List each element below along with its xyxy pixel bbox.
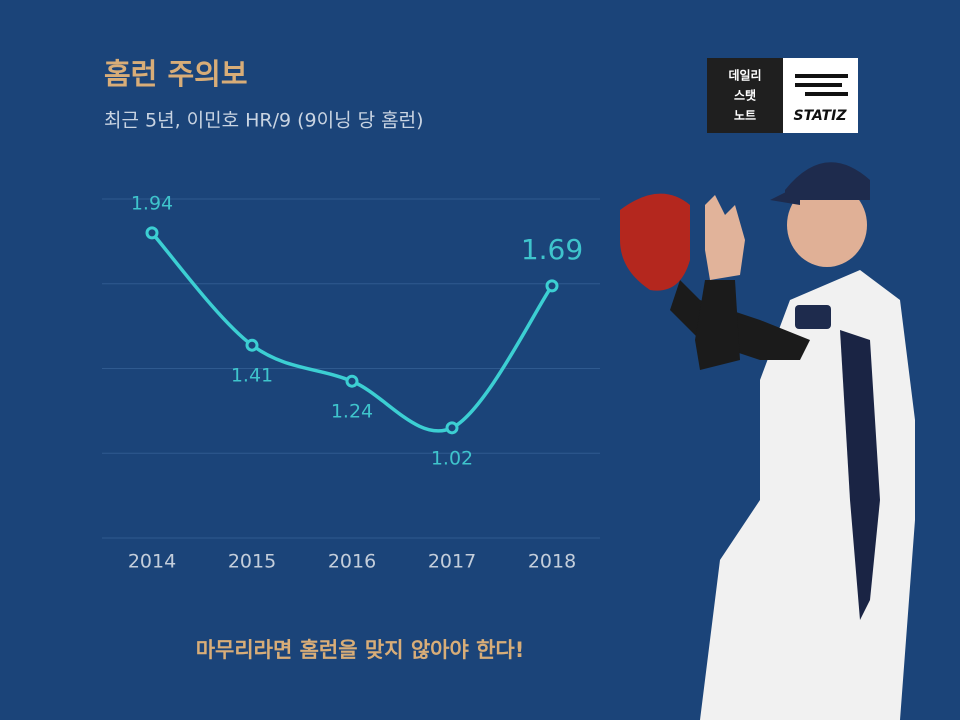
chart-subtitle: 최근 5년, 이민호 HR/9 (9이닝 당 홈런) bbox=[104, 110, 424, 132]
logo-brand: STATIZ bbox=[794, 108, 848, 124]
footnote: 마무리라면 홈런을 맞지 않아야 한다! bbox=[196, 638, 525, 662]
point bbox=[545, 279, 559, 293]
logo-text: 스탯 bbox=[734, 88, 756, 103]
chart-title: 홈런 주의보 bbox=[104, 57, 248, 91]
x-tick-label: 2016 bbox=[328, 551, 376, 573]
point bbox=[245, 338, 259, 352]
x-tick-label: 2015 bbox=[228, 551, 276, 573]
logo: 데일리 스탯 노트 STATIZ bbox=[707, 58, 858, 133]
x-tick-label: 2014 bbox=[128, 551, 176, 573]
point bbox=[445, 421, 459, 435]
value-label: 1.24 bbox=[331, 401, 373, 423]
point bbox=[345, 374, 359, 388]
x-tick-label: 2018 bbox=[528, 551, 576, 573]
logo-stripes bbox=[795, 74, 848, 96]
player-illustration bbox=[620, 162, 915, 720]
x-tick-label: 2017 bbox=[428, 551, 476, 573]
value-label: 1.02 bbox=[431, 447, 473, 469]
value-label: 1.94 bbox=[131, 192, 173, 214]
value-label: 1.41 bbox=[231, 365, 273, 387]
logo-text: 노트 bbox=[734, 109, 756, 123]
point bbox=[145, 226, 159, 240]
value-label: 1.69 bbox=[521, 233, 583, 266]
logo-dark bbox=[707, 58, 783, 133]
logo-text: 데일리 bbox=[728, 68, 761, 83]
